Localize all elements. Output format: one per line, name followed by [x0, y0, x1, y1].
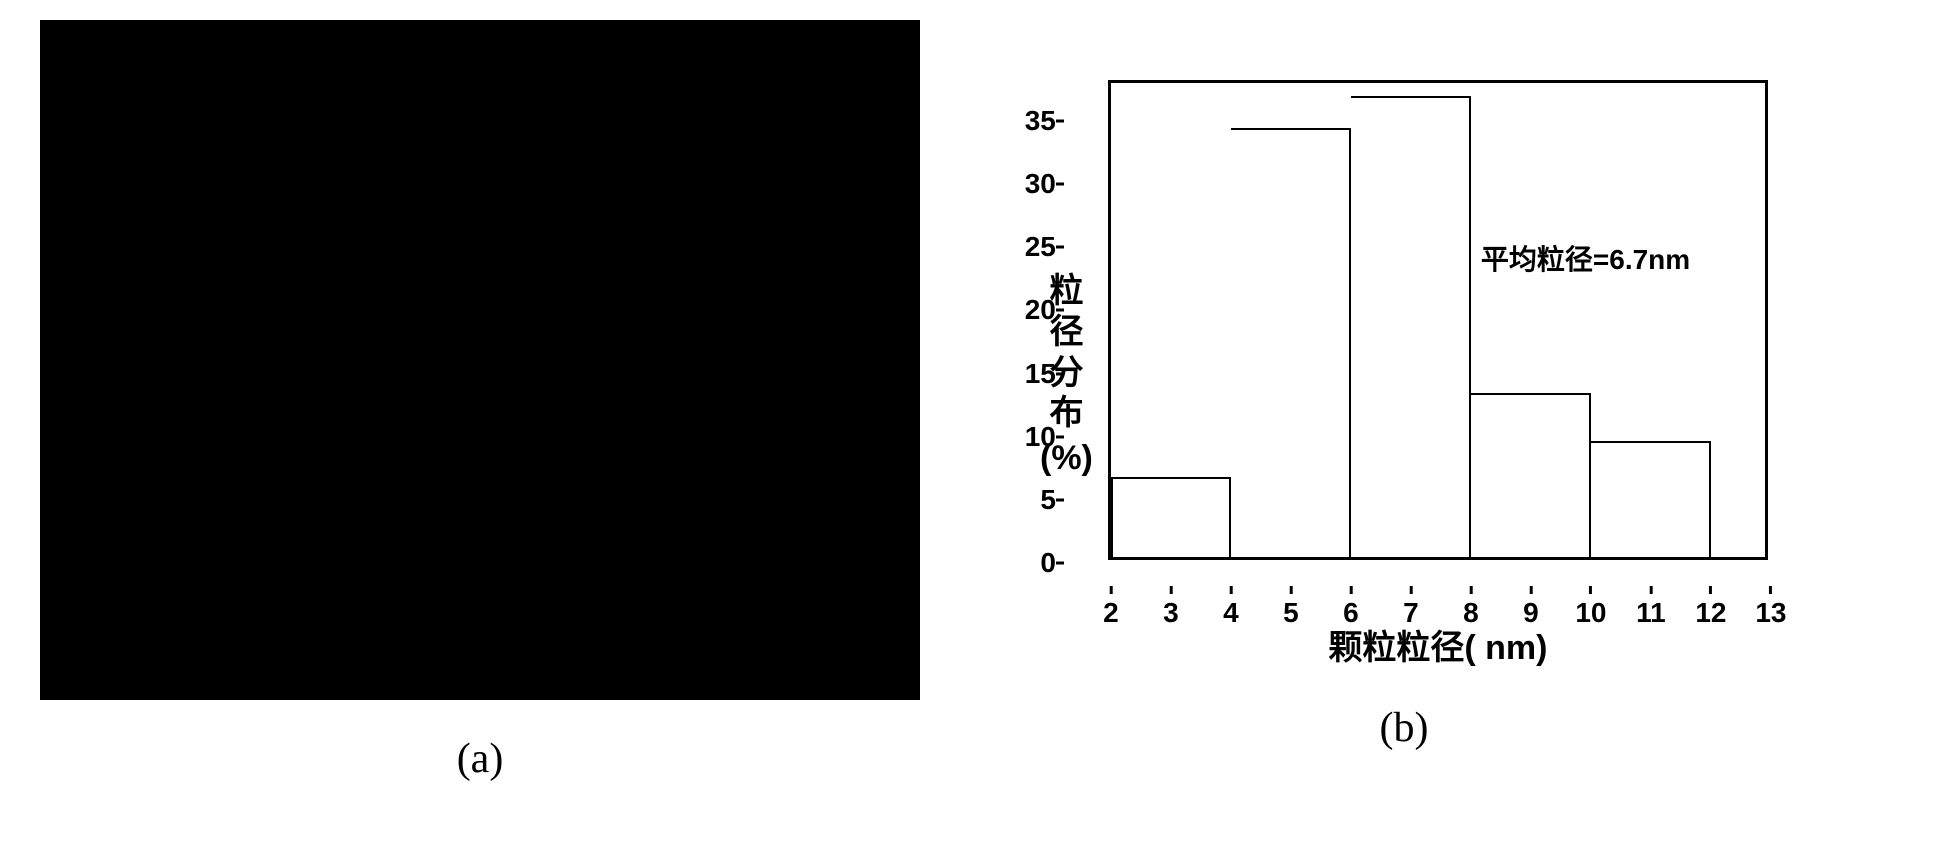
histogram-bar	[1591, 441, 1711, 557]
chart-column: 平均粒径=6.7nm 05101520253035 23456789101112…	[1108, 80, 1768, 669]
y-tick-mark	[1056, 246, 1064, 249]
x-tick-mark	[1169, 586, 1172, 594]
x-tick-mark	[1709, 586, 1712, 594]
histogram-bar	[1471, 393, 1591, 557]
x-tick-label: 12	[1695, 597, 1726, 629]
x-tick-mark	[1529, 586, 1532, 594]
plot-box: 平均粒径=6.7nm 05101520253035 23456789101112…	[1108, 80, 1768, 560]
x-tick-mark	[1409, 586, 1412, 594]
x-tick-label: 6	[1343, 597, 1359, 629]
y-tick-label: 5	[1040, 484, 1056, 516]
panel-a-wrapper: (a)	[40, 20, 920, 783]
x-tick-mark	[1589, 586, 1592, 594]
y-tick-mark	[1056, 309, 1064, 312]
x-tick-label: 3	[1163, 597, 1179, 629]
x-tick-mark	[1769, 586, 1772, 594]
x-tick-mark	[1349, 586, 1352, 594]
y-tick-mark	[1056, 562, 1064, 565]
x-tick-label: 4	[1223, 597, 1239, 629]
x-tick-label: 7	[1403, 597, 1419, 629]
panel-b-sublabel: (b)	[1379, 704, 1428, 752]
y-tick-label: 20	[1025, 294, 1056, 326]
x-tick-mark	[1289, 586, 1292, 594]
y-tick-label: 25	[1025, 231, 1056, 263]
y-tick-label: 30	[1025, 168, 1056, 200]
panel-b-wrapper: 粒 径 分 布 (%) 平均粒径=6.7nm 05101520253035 23…	[1040, 80, 1768, 752]
y-tick-label: 10	[1025, 421, 1056, 453]
x-tick-mark	[1229, 586, 1232, 594]
x-axis-label: 颗粒粒径( nm)	[1328, 620, 1547, 669]
x-tick-mark	[1649, 586, 1652, 594]
panel-a-sublabel: (a)	[457, 735, 504, 783]
panel-b-chart-row: 粒 径 分 布 (%) 平均粒径=6.7nm 05101520253035 23…	[1040, 80, 1768, 669]
chart-annotation: 平均粒径=6.7nm	[1481, 238, 1690, 278]
x-tick-label: 10	[1575, 597, 1606, 629]
figure-container: (a) 粒 径 分 布 (%) 平均粒径=6.7nm 051015202	[0, 0, 1951, 858]
x-tick-label: 11	[1636, 597, 1666, 629]
y-tick-label: 35	[1025, 105, 1056, 137]
histogram-bar	[1111, 477, 1231, 557]
y-tick-label: 0	[1040, 547, 1056, 579]
x-tick-label: 5	[1283, 597, 1299, 629]
x-tick-mark	[1109, 586, 1112, 594]
histogram-bar	[1231, 128, 1351, 557]
y-tick-mark	[1056, 372, 1064, 375]
y-tick-mark	[1056, 435, 1064, 438]
y-tick-label: 15	[1025, 358, 1056, 390]
y-tick-mark	[1056, 498, 1064, 501]
y-tick-mark	[1056, 119, 1064, 122]
x-tick-label: 9	[1523, 597, 1539, 629]
y-tick-mark	[1056, 183, 1064, 186]
histogram-bar	[1351, 96, 1471, 557]
x-tick-label: 13	[1755, 597, 1786, 629]
x-tick-label: 2	[1103, 597, 1119, 629]
panel-a-image	[40, 20, 920, 700]
x-tick-mark	[1469, 586, 1472, 594]
x-tick-label: 8	[1463, 597, 1479, 629]
chart-area: 平均粒径=6.7nm 05101520253035 23456789101112…	[1108, 80, 1768, 560]
